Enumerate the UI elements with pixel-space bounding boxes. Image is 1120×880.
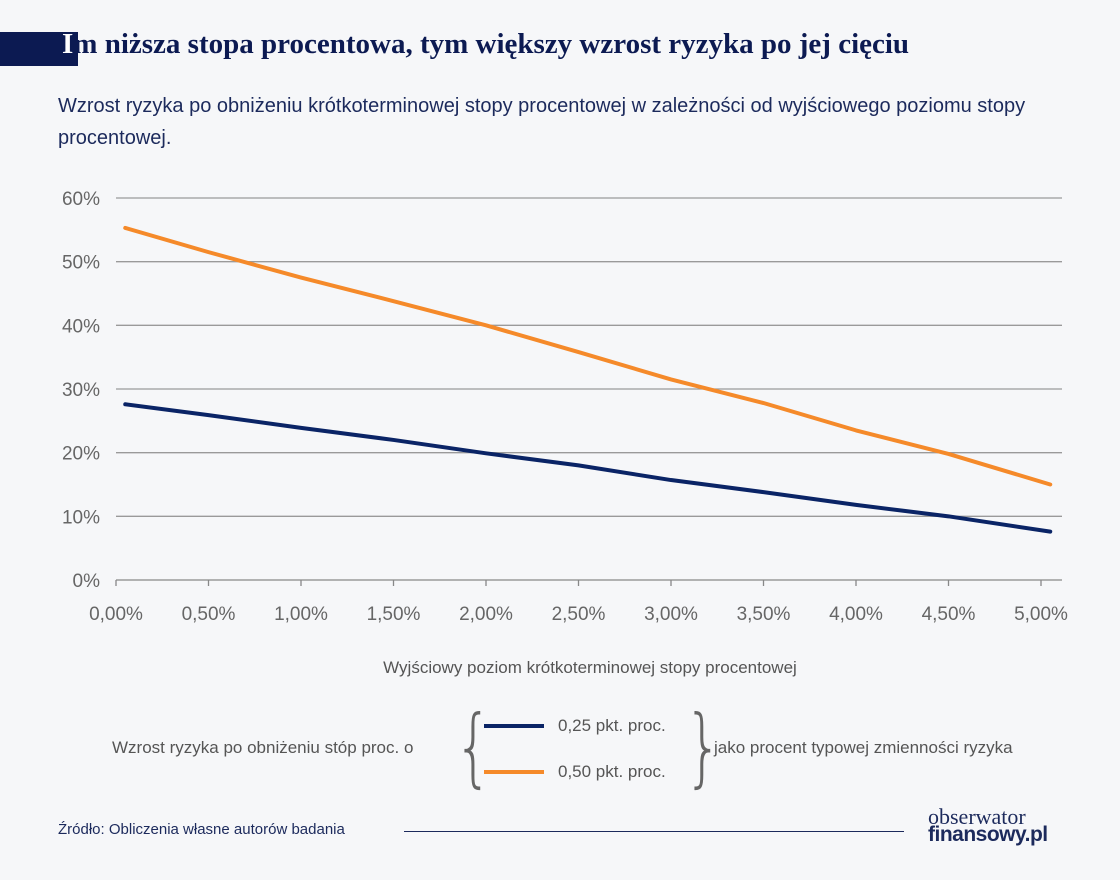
legend-prefix: Wzrost ryzyka po obniżeniu stóp proc. o — [112, 738, 414, 757]
page-title: Im niższa stopa procentowa, tym większy … — [62, 28, 909, 61]
series-line-0 — [123, 402, 1053, 534]
y-tick-label: 50% — [62, 253, 100, 274]
footer-divider — [404, 831, 904, 832]
series-line-1 — [123, 225, 1053, 487]
title-first-letter: I — [62, 28, 74, 60]
right-brace-icon: } — [684, 697, 723, 797]
x-tick-label: 5,00% — [1014, 604, 1068, 625]
x-tick-label: 0,00% — [89, 604, 143, 625]
x-tick-label: 0,50% — [182, 604, 236, 625]
logo: obserwator finansowy.pl — [928, 804, 1048, 846]
x-axis-label: Wyjściowy poziom krótkoterminowej stopy … — [383, 658, 797, 677]
logo-line2: finansowy.pl — [928, 823, 1048, 846]
y-tick-label: 30% — [62, 380, 100, 401]
x-tick-label: 2,00% — [459, 604, 513, 625]
y-tick-label: 0% — [73, 571, 101, 592]
left-brace-icon: { — [454, 697, 493, 797]
x-tick-label: 1,50% — [367, 604, 421, 625]
legend-label: 0,50 pkt. proc. — [558, 762, 666, 781]
y-tick-label: 10% — [62, 507, 100, 528]
legend-swatch-navy — [484, 724, 544, 728]
source-note: Źródło: Obliczenia własne autorów badani… — [58, 821, 345, 838]
logo-line1: obserwator — [928, 804, 1026, 829]
y-tick-label: 40% — [62, 316, 100, 337]
y-tick-label: 20% — [62, 444, 100, 465]
x-tick-label: 3,50% — [737, 604, 791, 625]
legend-item-0: 0,25 pkt. proc. — [484, 716, 666, 736]
legend-swatch-orange — [484, 770, 544, 774]
y-tick-label: 60% — [62, 189, 100, 210]
legend-suffix: jako procent typowej zmienności ryzyka — [714, 738, 1013, 757]
legend-item-1: 0,50 pkt. proc. — [484, 762, 666, 782]
subtitle: Wzrost ryzyka po obniżeniu krótkotermino… — [58, 95, 1026, 149]
x-tick-label: 1,00% — [274, 604, 328, 625]
title-accent-bar — [0, 32, 78, 66]
x-tick-label: 2,50% — [552, 604, 606, 625]
x-tick-label: 3,00% — [644, 604, 698, 625]
legend-label: 0,25 pkt. proc. — [558, 716, 666, 735]
x-tick-label: 4,00% — [829, 604, 883, 625]
x-tick-label: 4,50% — [922, 604, 976, 625]
title-rest: m niższa stopa procentowa, tym większy w… — [73, 28, 910, 60]
